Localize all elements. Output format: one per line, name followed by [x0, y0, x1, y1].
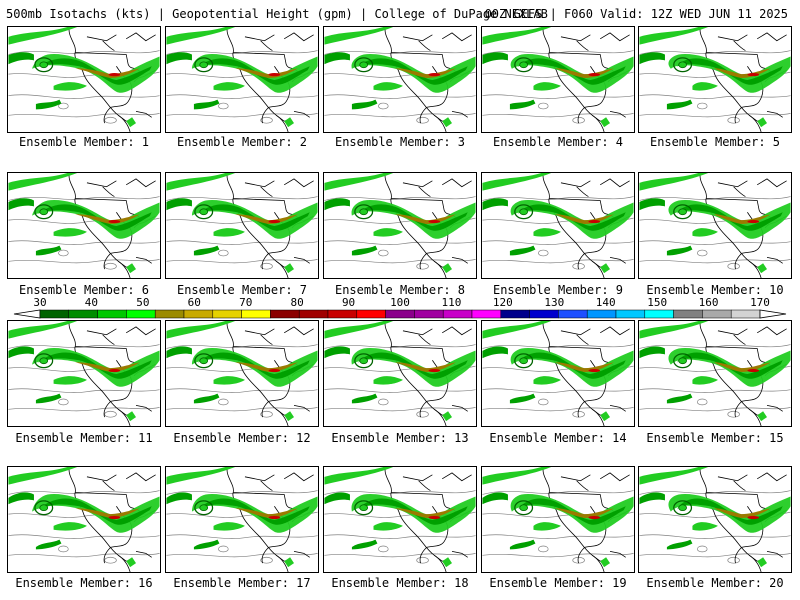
colorbar-tick-label: 130: [544, 296, 565, 309]
colorbar-right-arrow: [759, 309, 787, 319]
ensemble-member-caption: Ensemble Member: 15: [646, 431, 784, 445]
colorbar-swatch: [385, 309, 415, 319]
ensemble-member-caption: Ensemble Member: 18: [331, 576, 469, 590]
ensemble-member-caption: Ensemble Member: 7: [176, 283, 308, 297]
colorbar-swatch: [730, 309, 761, 319]
colorbar-tick-label: 90: [341, 296, 356, 309]
ensemble-member-map: [323, 172, 477, 279]
colorbar-swatch: [270, 309, 300, 319]
colorbar-tick-label: 40: [84, 296, 99, 309]
ensemble-member-map: [638, 172, 792, 279]
colorbar-swatch: [68, 309, 98, 319]
ensemble-member-caption: Ensemble Member: 9: [492, 283, 624, 297]
header-valid-time: 00Z GEFS | F060 Valid: 12Z WED JUN 11 20…: [484, 7, 788, 21]
ensemble-member-caption: Ensemble Member: 6: [18, 283, 150, 297]
colorbar-tick-label: 110: [441, 296, 462, 309]
ensemble-member-map: [7, 466, 161, 573]
colorbar-tick-label: 170: [750, 296, 770, 309]
colorbar-swatch: [673, 309, 703, 319]
chart-header: 500mb Isotachs (kts) | Geopotential Heig…: [6, 6, 796, 22]
ensemble-member-caption: Ensemble Member: 2: [176, 135, 308, 149]
colorbar-swatch: [558, 309, 588, 319]
colorbar-swatch: [471, 309, 502, 319]
ensemble-member-map: [7, 320, 161, 427]
colorbar-swatch: [126, 309, 156, 319]
ensemble-member-caption: Ensemble Member: 10: [646, 283, 784, 297]
ensemble-member-map: [323, 320, 477, 427]
colorbar-swatch: [615, 309, 646, 319]
colorbar-tick-label: 60: [187, 296, 201, 309]
ensemble-member-map: [323, 26, 477, 133]
colorbar-tick-label: 50: [136, 296, 150, 309]
colorbar-swatch: [586, 309, 617, 319]
colorbar-swatch: [702, 309, 732, 319]
ensemble-member-caption: Ensemble Member: 17: [173, 576, 311, 590]
colorbar-swatch: [442, 309, 473, 319]
ensemble-member-map: [165, 26, 319, 133]
colorbar-swatch: [529, 309, 559, 319]
colorbar-swatch: [298, 309, 329, 319]
ensemble-member-map: [165, 320, 319, 427]
colorbar-swatch: [212, 309, 242, 319]
colorbar-swatch: [644, 309, 674, 319]
ensemble-member-caption: Ensemble Member: 19: [489, 576, 627, 590]
ensemble-member-map: [7, 172, 161, 279]
ensemble-member-map: [165, 172, 319, 279]
colorbar-swatch: [154, 309, 185, 319]
ensemble-member-caption: Ensemble Member: 16: [15, 576, 153, 590]
ensemble-member-caption: Ensemble Member: 5: [649, 135, 781, 149]
colorbar-tick-label: 70: [239, 296, 253, 309]
colorbar-tick-label: 150: [647, 296, 668, 309]
ensemble-member-map: [165, 466, 319, 573]
ensemble-member-caption: Ensemble Member: 4: [492, 135, 624, 149]
ensemble-member-map: [481, 172, 635, 279]
colorbar-swatch: [183, 309, 214, 319]
colorbar-swatches: [13, 309, 787, 319]
header-title: 500mb Isotachs (kts) | Geopotential Heig…: [6, 7, 548, 21]
colorbar-tick-label: 120: [492, 296, 513, 309]
colorbar-tick-label: 80: [290, 296, 304, 309]
colorbar: 30 40 50 60 70 80 90 100 110 120 130 140 150 160 170: [0, 293, 800, 323]
colorbar-swatch: [356, 309, 386, 319]
ensemble-member-map: [481, 320, 635, 427]
ensemble-member-map: [481, 26, 635, 133]
colorbar-tick-label: 30: [33, 296, 47, 309]
ensemble-member-caption: Ensemble Member: 3: [334, 135, 466, 149]
colorbar-swatch: [39, 309, 70, 319]
ensemble-member-caption: Ensemble Member: 12: [173, 431, 311, 445]
colorbar-swatch: [241, 309, 271, 319]
colorbar-swatch: [414, 309, 444, 319]
ensemble-member-map: [7, 26, 161, 133]
ensemble-member-caption: Ensemble Member: 8: [334, 283, 466, 297]
ensemble-member-caption: Ensemble Member: 14: [489, 431, 627, 445]
colorbar-swatch: [327, 309, 358, 319]
ensemble-member-map: [638, 466, 792, 573]
ensemble-member-map: [638, 26, 792, 133]
colorbar-swatch: [500, 309, 530, 319]
ensemble-member-map: [323, 466, 477, 573]
colorbar-tick-label: 160: [698, 296, 719, 309]
ensemble-member-caption: Ensemble Member: 13: [331, 431, 469, 445]
ensemble-member-map: [638, 320, 792, 427]
colorbar-tick-label: 100: [390, 296, 410, 309]
colorbar-swatch: [97, 309, 127, 319]
ensemble-member-caption: Ensemble Member: 20: [646, 576, 784, 590]
ensemble-member-map: [481, 466, 635, 573]
ensemble-member-caption: Ensemble Member: 11: [15, 431, 153, 445]
colorbar-left-arrow: [13, 309, 41, 319]
colorbar-tick-label: 140: [595, 296, 616, 309]
ensemble-member-caption: Ensemble Member: 1: [18, 135, 150, 149]
